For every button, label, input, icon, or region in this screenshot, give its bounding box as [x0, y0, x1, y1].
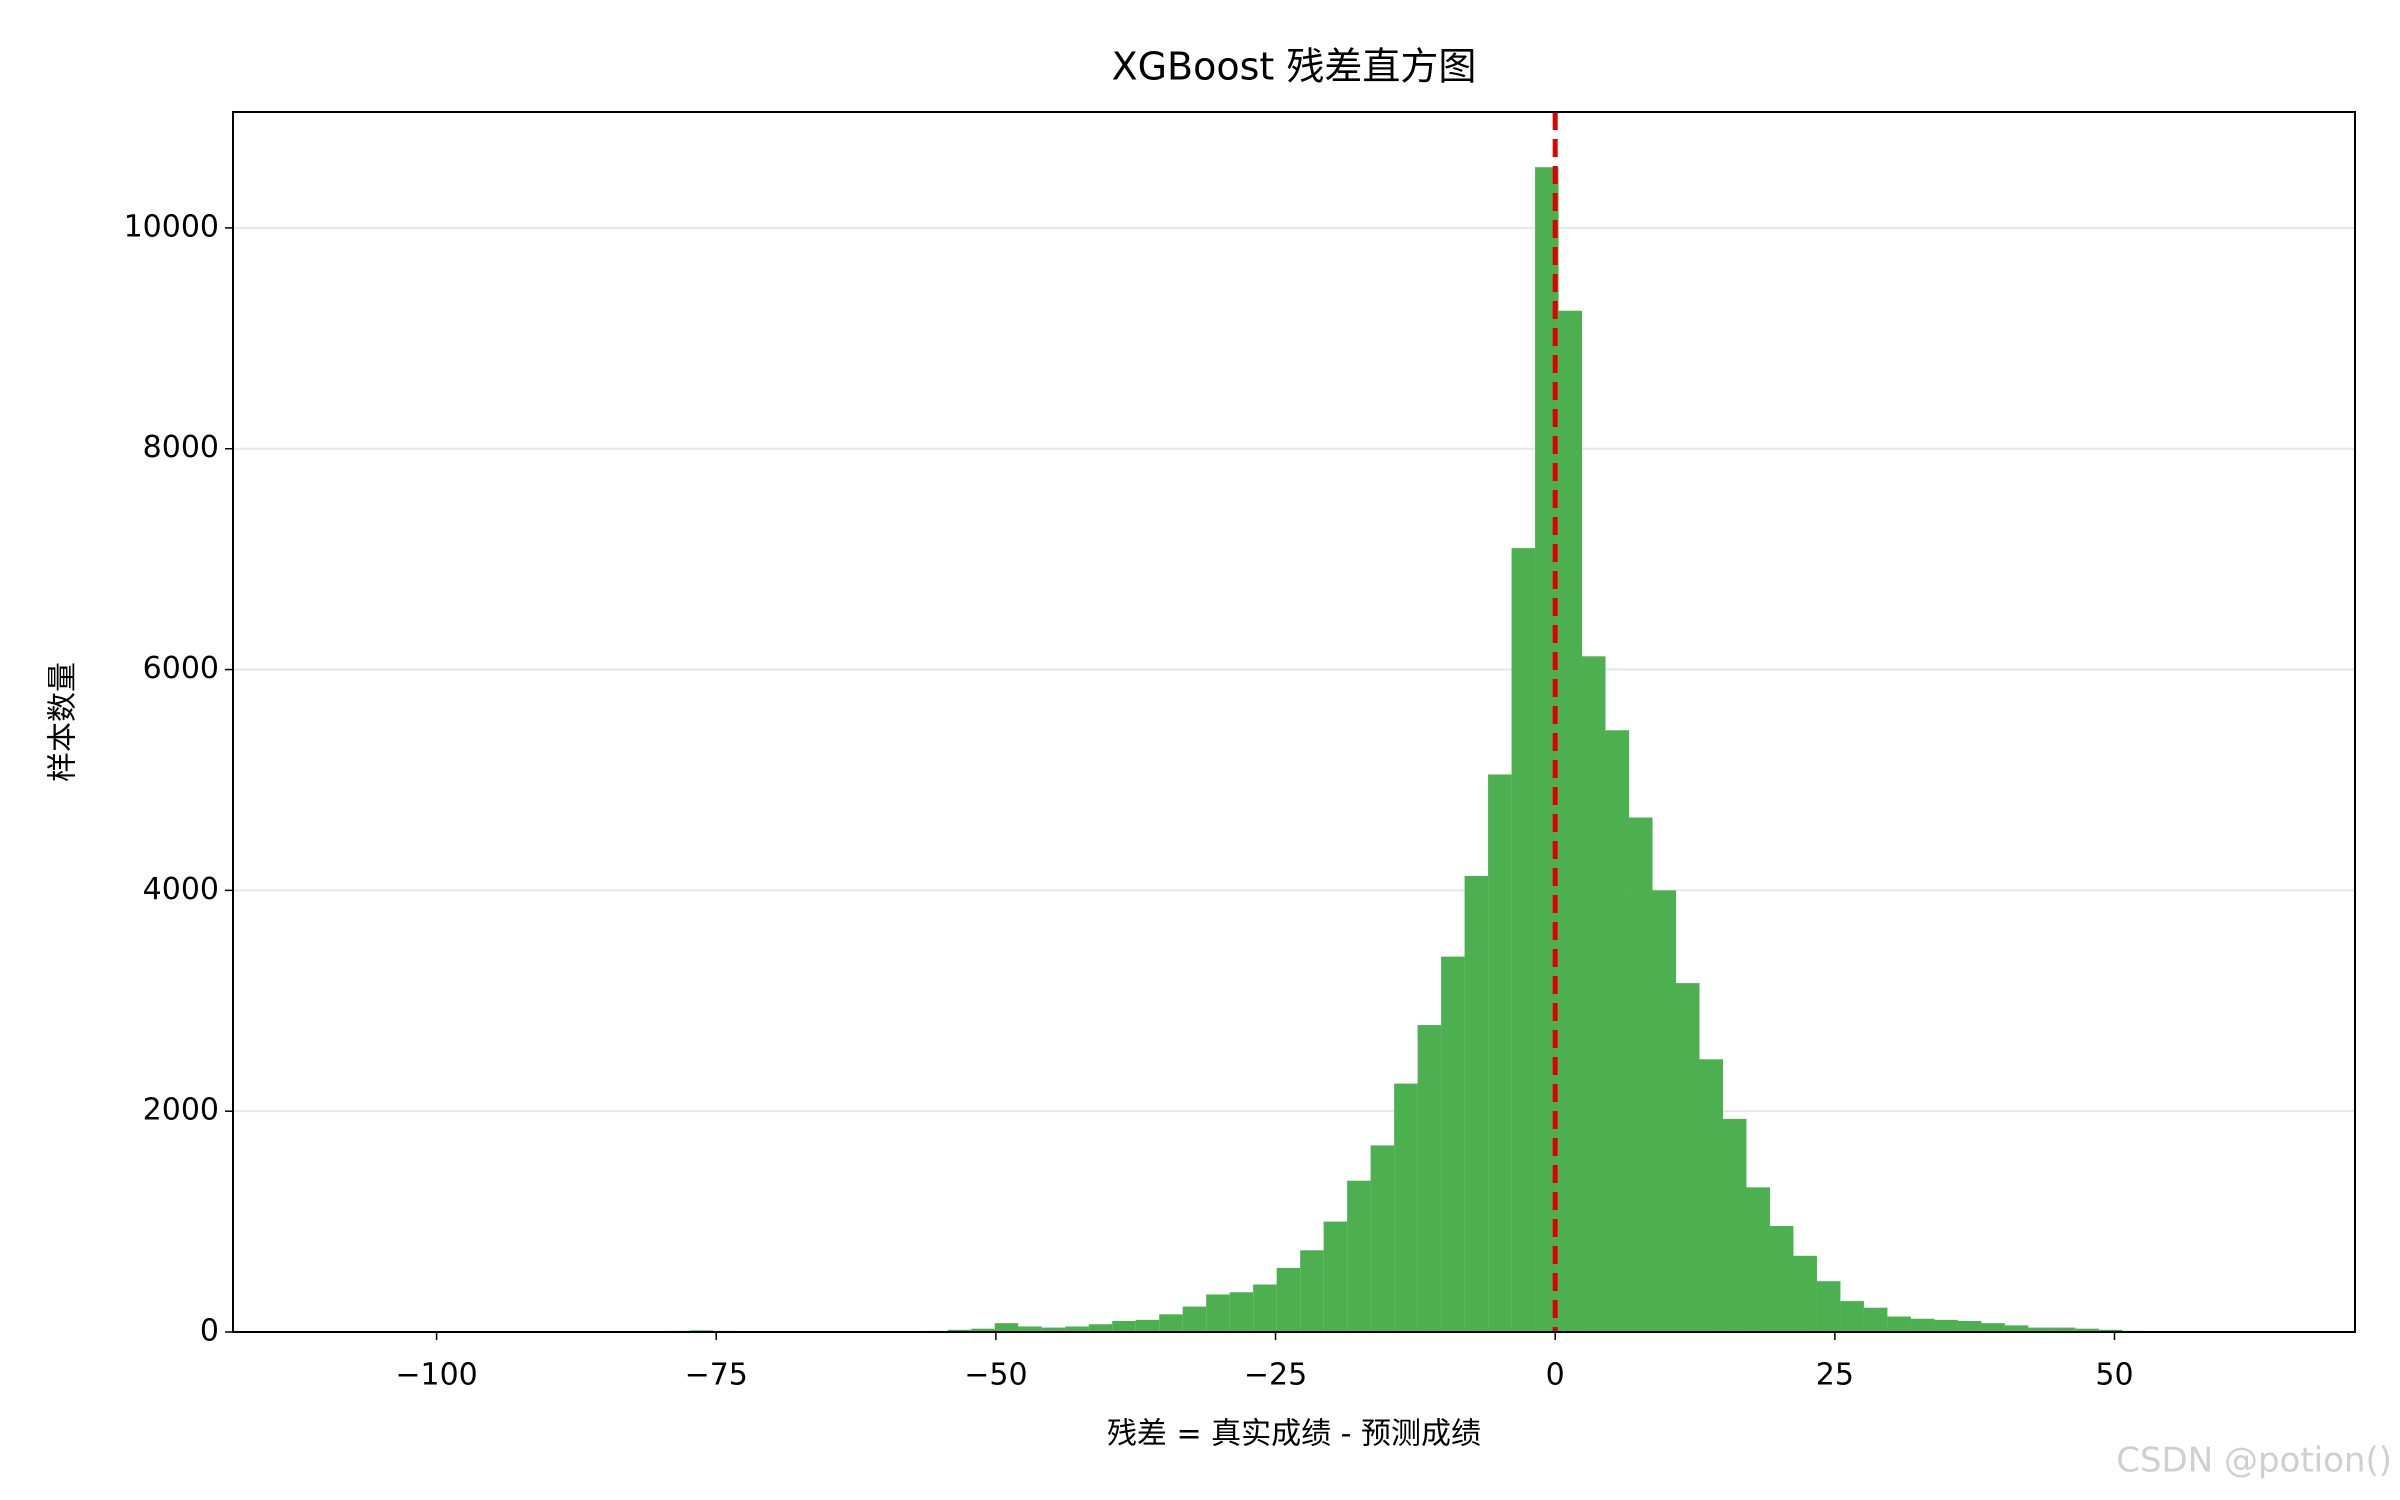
y-tick-label: 0	[200, 1314, 219, 1349]
bar	[1276, 1267, 1301, 1332]
bar	[2028, 1327, 2052, 1332]
bar	[1370, 1145, 1395, 1332]
bar	[1582, 656, 1606, 1332]
bar	[1323, 1221, 1348, 1332]
bar	[1112, 1320, 1136, 1332]
bar	[1511, 548, 1536, 1332]
bar	[1840, 1301, 1864, 1332]
bar	[1065, 1326, 1089, 1332]
bar	[1746, 1187, 1770, 1332]
x-tick-label: −25	[1244, 1358, 1307, 1393]
bar	[1816, 1281, 1841, 1332]
bar	[1253, 1284, 1277, 1332]
y-tick-label: 4000	[143, 872, 219, 907]
bar	[1347, 1180, 1371, 1332]
bar	[994, 1323, 1019, 1332]
bar	[1957, 1320, 1982, 1332]
x-tick-label: 25	[1816, 1358, 1854, 1393]
bar	[1300, 1250, 1324, 1332]
bar	[1159, 1314, 1183, 1332]
bar	[1652, 890, 1677, 1332]
y-tick-label: 10000	[124, 209, 219, 244]
bar	[1441, 956, 1465, 1332]
bar	[1981, 1323, 2005, 1332]
bar	[1041, 1327, 1066, 1332]
bar	[1488, 774, 1512, 1332]
bar	[1558, 310, 1583, 1332]
bar	[1394, 1083, 1418, 1332]
bar	[1629, 817, 1653, 1332]
x-tick-label: −100	[395, 1358, 477, 1393]
bar	[2051, 1327, 2076, 1332]
y-tick-label: 6000	[143, 651, 219, 686]
bar	[1910, 1318, 1935, 1332]
x-tick-label: −75	[685, 1358, 748, 1393]
bar	[971, 1328, 995, 1332]
bar	[1535, 167, 1559, 1332]
x-tick-label: −50	[964, 1358, 1027, 1393]
bar	[1605, 730, 1630, 1332]
bar	[1722, 1118, 1747, 1332]
bar	[1229, 1292, 1254, 1332]
x-tick-label: 50	[2095, 1358, 2133, 1393]
bar	[1699, 1059, 1723, 1332]
bar	[1135, 1319, 1160, 1332]
bar	[1676, 983, 1700, 1332]
y-axis-label: 样本数量	[46, 662, 81, 782]
bar	[1934, 1319, 1958, 1332]
bar	[1887, 1316, 1911, 1332]
x-axis-label: 残差 = 真实成绩 - 预测成绩	[1107, 1417, 1481, 1452]
bar	[1793, 1255, 1817, 1332]
y-tick-label: 2000	[143, 1093, 219, 1128]
watermark: CSDN @potion()	[2116, 1441, 2392, 1481]
bar	[1863, 1307, 1888, 1332]
bar	[1769, 1226, 1794, 1332]
bar	[2098, 1329, 2123, 1332]
bar	[1206, 1294, 1230, 1332]
x-tick-label: 0	[1546, 1358, 1565, 1393]
bar	[947, 1329, 972, 1332]
bar	[1417, 1025, 1442, 1332]
bar	[2004, 1325, 2029, 1332]
bar	[1018, 1326, 1042, 1332]
bar	[1088, 1324, 1113, 1332]
bar	[2075, 1328, 2099, 1332]
plot-frame	[232, 111, 2356, 1333]
y-tick-label: 8000	[143, 430, 219, 465]
chart-title: XGBoost 残差直方图	[1112, 45, 1477, 89]
bar	[1464, 876, 1489, 1332]
bar	[1182, 1306, 1207, 1332]
